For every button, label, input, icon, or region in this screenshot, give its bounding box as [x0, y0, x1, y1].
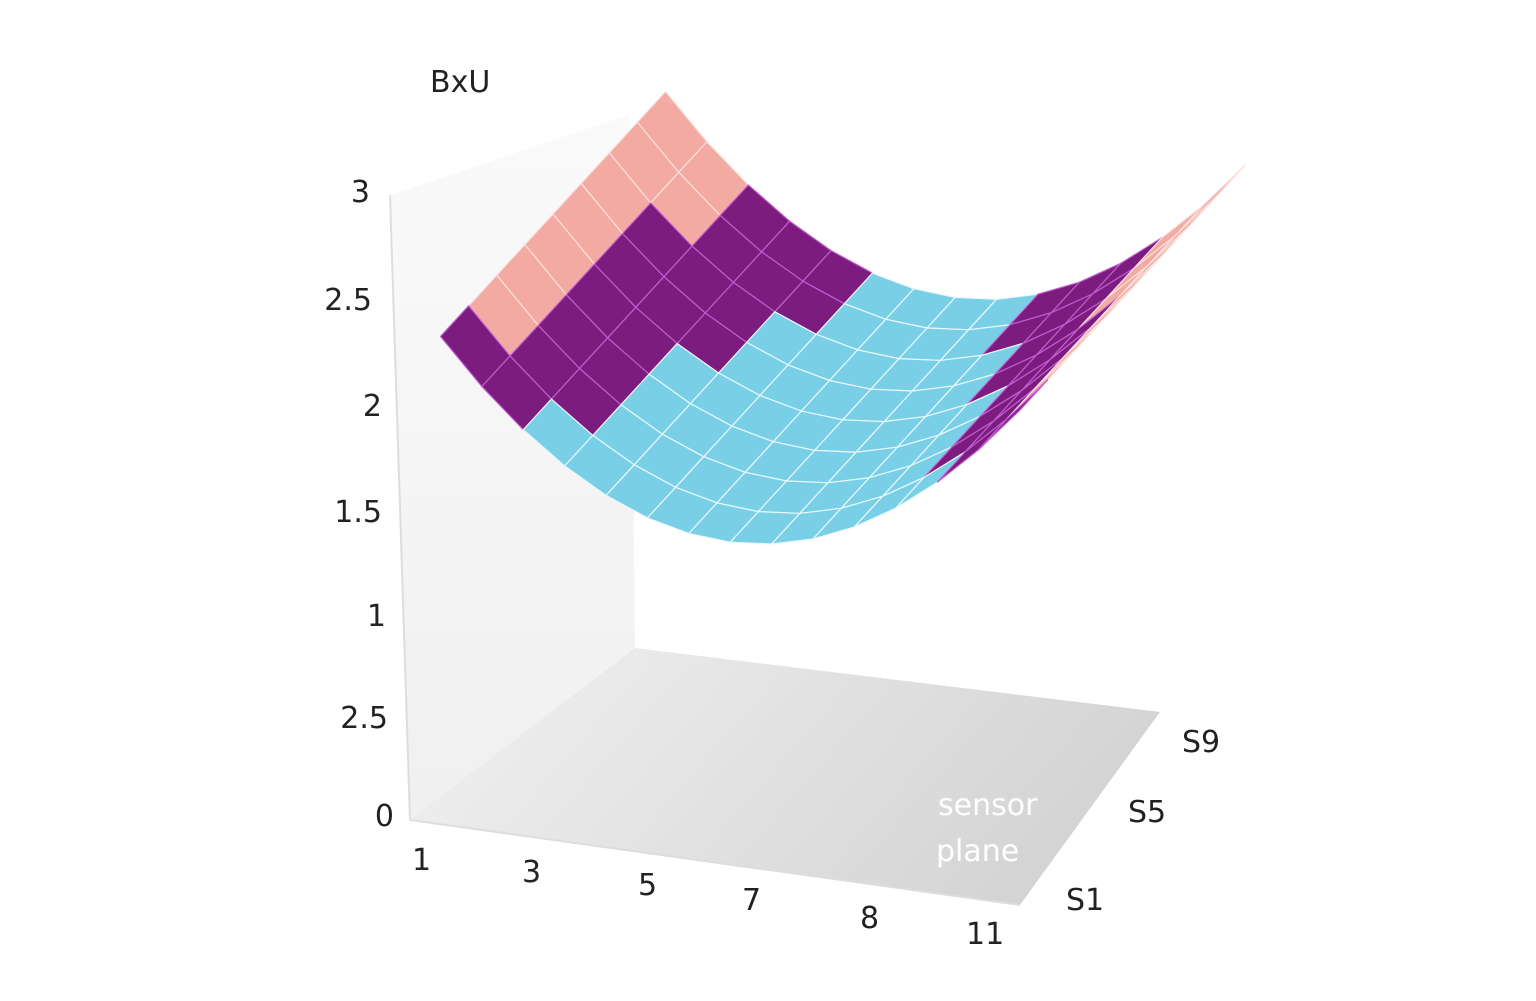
x-tick-label: 1 — [412, 843, 431, 878]
z-axis — [389, 194, 411, 821]
plane-label-line: plane — [936, 834, 1019, 869]
x-tick-label: 8 — [860, 901, 879, 936]
x-tick-label: 7 — [742, 883, 761, 918]
z-ticks: 3 2.5 2 1.5 1 2.5 0 — [324, 175, 394, 834]
depth-tick-label: S1 — [1066, 883, 1104, 918]
z-tick-label: 2 — [363, 389, 382, 424]
z-tick-label: 3 — [351, 175, 370, 210]
depth-ticks: S9 S5 S1 — [1066, 725, 1220, 918]
depth-tick-label: S5 — [1128, 795, 1166, 830]
depth-tick-label: S9 — [1182, 725, 1220, 760]
x-tick-label: 3 — [522, 855, 541, 890]
axis-title: BxU — [430, 65, 490, 100]
x-ticks: 1 3 5 7 8 11 — [412, 843, 1004, 952]
z-tick-label: 2.5 — [340, 701, 388, 736]
floor — [410, 648, 1160, 905]
x-tick-label: 11 — [966, 917, 1004, 952]
z-tick-label: 1.5 — [334, 495, 382, 530]
surface-patch — [1133, 204, 1205, 269]
z-tick-label: 1 — [367, 599, 386, 634]
z-tick-label: 2.5 — [324, 283, 372, 318]
surface-patch — [978, 379, 1049, 451]
x-axis — [409, 819, 1021, 906]
x-tick-label: 5 — [638, 868, 657, 903]
z-tick-label: 0 — [375, 799, 394, 834]
surface — [439, 90, 1246, 545]
plane-label-line: sensor — [938, 788, 1038, 823]
plane-label: sensor plane — [936, 788, 1038, 869]
